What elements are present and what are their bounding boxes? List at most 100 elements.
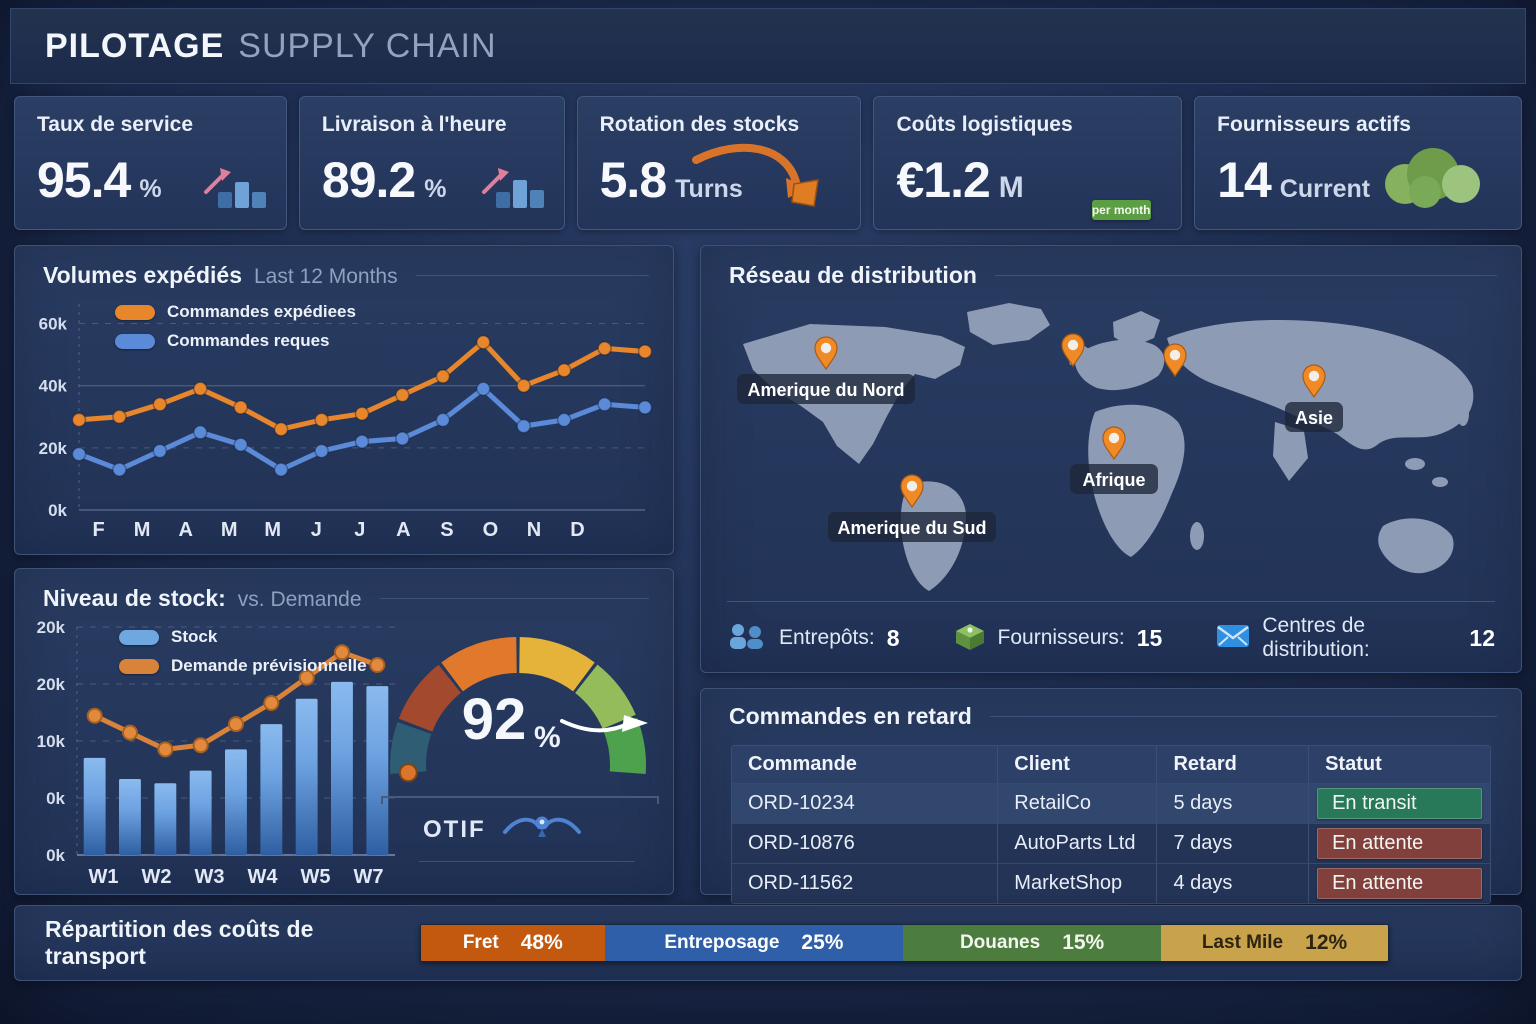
transport-costs-panel: Répartition des coûts de transport Fret 4…: [14, 905, 1522, 981]
svg-text:W5: W5: [301, 866, 331, 888]
transport-cost-stacked-bar: Fret 48% Entreposage 25% Douanes 15% Last Mile…: [420, 924, 1389, 962]
delay-cell: 7 days: [1156, 824, 1308, 863]
svg-text:0k: 0k: [46, 789, 65, 808]
svg-text:S: S: [440, 519, 453, 541]
transport-segment-fret: Fret 48%: [421, 925, 605, 961]
order-id-cell: ORD-11562: [748, 872, 854, 894]
column-header-client: Client: [997, 746, 1156, 783]
volumes-legend: Commandes expédiees Commandes reques: [115, 302, 356, 351]
panel-title: Volumes expédiés: [43, 262, 242, 288]
map-pin-label: Asie: [1295, 408, 1333, 428]
bar-chart-trend-up-icon: [476, 162, 548, 217]
kpi-label: Rotation des stocks: [599, 113, 800, 136]
map-pin-label: Amerique du Nord: [747, 380, 904, 400]
svg-text:A: A: [178, 519, 192, 541]
legend-swatch-orange: [115, 304, 155, 320]
table-row[interactable]: ORD-11562 MarketShop 4 days En attente: [732, 863, 1490, 903]
world-map: Amerique du Nord Asie Afrique Amerique du S…: [737, 303, 1474, 591]
kpi-label: Fournisseurs actifs: [1217, 113, 1411, 136]
map-pin[interactable]: [1163, 343, 1187, 378]
kpi-card-couts-logistiques: Coûts logistiques €1.2 M + per month: [873, 96, 1183, 230]
per-month-badge-icon: + per month: [1079, 196, 1163, 223]
svg-text:W4: W4: [248, 866, 279, 888]
svg-text:40k: 40k: [39, 377, 68, 396]
map-pin[interactable]: Amerique du Sud: [828, 474, 996, 542]
column-header-retard: Retard: [1156, 746, 1308, 783]
segment-label: Douanes: [959, 932, 1041, 953]
svg-text:%: %: [534, 721, 561, 754]
delay-cell: 5 days: [1156, 784, 1308, 823]
kpi-value: 5.8: [599, 152, 668, 208]
bar-chart-trend-up-icon: [198, 162, 270, 217]
legend-item-demande: Demande prévisionnelle: [119, 656, 367, 676]
kpi-card-fournisseurs-actifs: Fournisseurs actifs 14 Current: [1194, 96, 1522, 230]
svg-text:92: 92: [462, 687, 527, 752]
order-id-cell: ORD-10876: [748, 832, 855, 854]
legend-swatch-stock: [119, 629, 159, 645]
segment-value: 12%: [1305, 931, 1348, 954]
svg-text:W3: W3: [195, 866, 225, 888]
kpi-unit: M: [998, 171, 1024, 204]
segment-label: Last Mile: [1201, 932, 1284, 953]
segment-value: 15%: [1062, 931, 1105, 954]
page-title-bold: PILOTAGE: [45, 26, 225, 65]
volumes-line-chart: 0k 20k 40k 60k F M A M M J J A S O N D: [39, 304, 653, 541]
kpi-value: 14: [1217, 152, 1272, 208]
kpi-label: Livraison à l'heure: [321, 113, 507, 136]
kpi-value: €1.2: [896, 152, 990, 208]
svg-text:F: F: [92, 519, 104, 541]
panel-title: Répartition des coûts de transport: [45, 916, 314, 969]
page-title: PILOTAGE SUPPLY CHAIN: [11, 27, 497, 66]
kpi-unit: %: [139, 175, 162, 203]
app-header: PILOTAGE SUPPLY CHAIN: [10, 8, 1526, 84]
legend-swatch-demande: [119, 658, 159, 674]
status-badge: En attente: [1317, 868, 1482, 899]
table-row[interactable]: ORD-10876 AutoParts Ltd 7 days En attent…: [732, 823, 1490, 863]
svg-text:O: O: [483, 519, 499, 541]
map-stats-row: Entrepôts: 8 Fournisseurs: 15 Centres de…: [727, 601, 1495, 662]
legend-item-recues: Commandes reques: [115, 331, 356, 351]
svg-text:D: D: [570, 519, 584, 541]
segment-label: Entreposage: [664, 932, 780, 953]
map-pin[interactable]: Afrique: [1070, 426, 1158, 494]
order-id-cell: ORD-10234: [748, 792, 855, 814]
svg-text:10k: 10k: [37, 732, 66, 751]
kpi-row: Taux de service 95.4 % Livraison à l'heu…: [14, 96, 1522, 230]
kpi-card-rotation-stocks: Rotation des stocks 5.8 Turns: [576, 96, 862, 230]
kpi-label: Coûts logistiques: [896, 113, 1073, 136]
panel-subtitle: vs. Demande: [237, 588, 362, 611]
supplier-box-icon: [954, 621, 986, 656]
niveau-de-stock-panel: Niveau de stock: vs. Demande Stock Deman…: [14, 568, 674, 895]
winged-pin-icon: [500, 810, 584, 849]
map-pin-label: Afrique: [1083, 470, 1146, 490]
transport-segment-last-mile: Last Mile 12%: [1161, 925, 1388, 961]
status-badge: En attente: [1317, 828, 1482, 859]
stat-centres-distribution: Centres de distribution: 12: [1216, 614, 1495, 662]
delay-cell: 4 days: [1156, 864, 1308, 903]
kpi-card-livraison: Livraison à l'heure 89.2 %: [298, 96, 565, 230]
map-pin[interactable]: Amerique du Nord: [737, 336, 915, 404]
status-badge: En transit: [1317, 788, 1482, 819]
kpi-card-taux-de-service: Taux de service 95.4 %: [14, 96, 287, 230]
svg-text:W1: W1: [89, 866, 119, 888]
map-pin[interactable]: Asie: [1285, 364, 1343, 432]
svg-text:0k: 0k: [46, 846, 65, 865]
svg-text:W2: W2: [142, 866, 172, 888]
svg-text:20k: 20k: [37, 618, 66, 637]
svg-text:20k: 20k: [37, 675, 66, 694]
map-pin[interactable]: [1061, 333, 1085, 368]
kpi-value: 95.4: [37, 152, 131, 208]
panel-title: Réseau de distribution: [729, 262, 977, 288]
panel-subtitle: Last 12 Months: [254, 265, 398, 288]
kpi-value: 89.2: [321, 152, 416, 208]
kpi-unit: Turns: [675, 175, 743, 203]
legend-item-expediees: Commandes expédiees: [115, 302, 356, 322]
svg-text:A: A: [396, 519, 410, 541]
table-row[interactable]: ORD-10234 RetailCo 5 days En transit: [732, 783, 1490, 823]
stat-entrepots: Entrepôts: 8: [727, 622, 900, 655]
reseau-distribution-panel: Réseau de distribution Amerique du No: [700, 245, 1522, 673]
stock-bar-chart: 20k 20k 10k 0k 0k W1 W2 W3 W4 W5 W7: [37, 618, 395, 888]
panel-title: Commandes en retard: [729, 703, 972, 729]
segment-value: 48%: [520, 931, 563, 954]
